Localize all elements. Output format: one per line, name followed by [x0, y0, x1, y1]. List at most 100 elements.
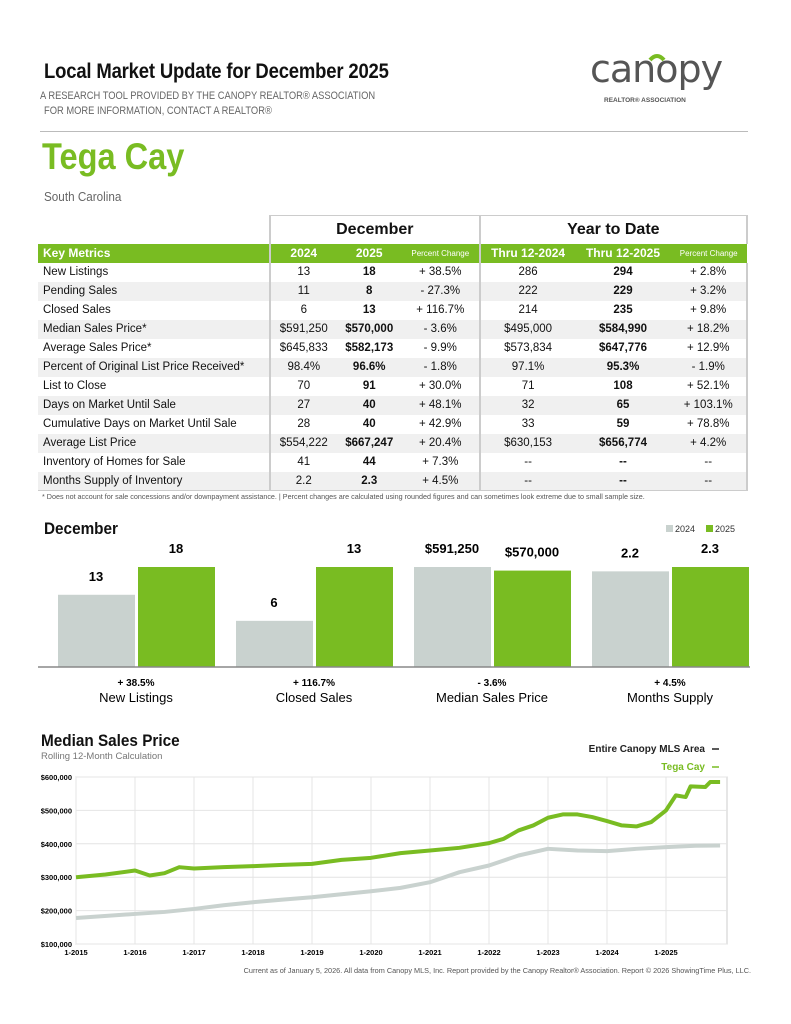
metric-label: Months Supply of Inventory	[38, 471, 270, 491]
line-chart-title: Median Sales Price	[41, 731, 180, 750]
bar-value-label: 13	[89, 569, 103, 584]
metric-value: + 38.5%	[401, 262, 481, 282]
x-tick-label: 1-2022	[477, 948, 500, 957]
december-bar-chart: 2024 2025 13 18 + 38.5%New Listings 6 13 + 116.…	[38, 524, 750, 705]
y-tick-label: $200,000	[41, 907, 72, 916]
metric-value: 2.3	[336, 471, 402, 491]
table-footnote: * Does not account for sale concessions …	[42, 492, 645, 501]
x-tick-label: 1-2025	[654, 948, 677, 957]
column-header: Thru 12-2024	[478, 243, 576, 263]
y-tick-label: $300,000	[41, 873, 72, 882]
bar-category-label: Months Supply	[627, 690, 713, 705]
metric-value: 222	[478, 281, 576, 301]
column-header: 2024	[269, 243, 337, 263]
table-row: Percent of Original List Price Received*…	[38, 357, 748, 377]
y-tick-label: $400,000	[41, 840, 72, 849]
metric-value: + 12.9%	[670, 338, 748, 358]
metric-value: 286	[478, 262, 576, 282]
bar-2025	[316, 567, 393, 667]
metric-value: --	[478, 471, 576, 491]
metric-value: $656,774	[575, 433, 671, 453]
bar-category-label: Median Sales Price	[436, 690, 548, 705]
metric-value: 13	[362, 304, 376, 316]
metric-value: $584,990	[575, 319, 671, 339]
metric-label: Average List Price	[38, 433, 270, 453]
table-row: New Listings 13 18 + 38.5% 286 294 + 2.8%	[38, 262, 748, 282]
bar-value-label: 6	[270, 595, 277, 610]
metric-value: + 4.5%	[401, 471, 481, 491]
metric-value: 59	[616, 418, 630, 430]
x-tick-label: 1-2024	[595, 948, 619, 957]
metric-value: + 42.9%	[401, 414, 481, 434]
bar-2025	[138, 567, 215, 667]
metric-value: --	[670, 452, 748, 472]
metric-value: --	[478, 452, 576, 472]
area-state: South Carolina	[44, 189, 122, 204]
metric-value: 65	[575, 395, 671, 415]
metric-value: 98.4%	[269, 357, 337, 377]
metric-value: + 103.1%	[670, 395, 748, 415]
column-header: Percent Change	[401, 243, 480, 263]
metric-value: $645,833	[269, 338, 337, 358]
metric-value: + 20.4%	[401, 433, 481, 453]
x-tick-label: 1-2018	[241, 948, 264, 957]
metric-value: + 30.0%	[401, 376, 481, 396]
metric-value: 108	[613, 380, 633, 392]
area-name: Tega Cay	[42, 136, 185, 177]
metric-value: - 27.3%	[401, 281, 481, 301]
table-row: Months Supply of Inventory 2.2 2.3 + 4.5% --…	[38, 471, 748, 491]
metric-value: + 116.7%	[401, 300, 481, 320]
group-ytd: Year to Date	[479, 215, 749, 244]
plot-area	[75, 776, 728, 945]
metric-value: + 3.2%	[670, 281, 748, 301]
metric-label: List to Close	[43, 380, 107, 392]
legend-swatch-2025	[706, 525, 713, 532]
report-contact: FOR MORE INFORMATION, CONTACT A REALTOR®	[44, 105, 272, 117]
column-header: 2025	[336, 243, 402, 263]
metric-value: 214	[478, 300, 576, 320]
table-header-row: Key Metrics 2024 2025 Percent Change Thru 12…	[38, 243, 747, 263]
legend-label-2024: 2024	[675, 524, 695, 534]
table-row: Median Sales Price* $591,250 $570,000- 3.6…	[38, 319, 748, 339]
x-tick-label: 1-2023	[536, 948, 559, 957]
metric-value: 40	[336, 395, 402, 415]
metric-value: + 9.8%	[670, 300, 748, 320]
table-row: Pending Sales 11 8- 27.3% 222 229 + 3.2%	[38, 281, 748, 301]
x-tick-label: 1-2017	[182, 948, 205, 957]
metric-value: --	[619, 456, 627, 468]
logo-wordmark: canopy	[590, 47, 723, 91]
metric-value: + 48.1%	[401, 395, 481, 415]
metric-value: - 1.9%	[670, 357, 748, 377]
logo-arc-icon	[648, 54, 666, 62]
metric-value: 6	[269, 300, 337, 320]
metric-value: + 2.8%	[670, 262, 748, 282]
bar-percent-change: + 4.5%	[654, 678, 686, 689]
metric-label: New Listings	[43, 266, 109, 278]
legend-swatch-2024	[666, 525, 673, 532]
bar-value-label: $570,000	[505, 545, 559, 560]
metric-label: Average Sales Price*	[43, 342, 152, 354]
x-tick-label: 1-2016	[123, 948, 146, 957]
x-tick-label: 1-2019	[300, 948, 323, 957]
bar-2024	[592, 571, 669, 667]
metric-label: Pending Sales	[38, 281, 270, 301]
bar-percent-change: + 38.5%	[118, 678, 155, 689]
metric-value: - 3.6%	[401, 319, 481, 339]
report-title: Local Market Update for December 2025	[44, 60, 389, 83]
metric-value: 294	[613, 266, 633, 278]
metric-value: --	[670, 471, 748, 491]
legend-label-2025: 2025	[715, 524, 735, 534]
metric-value: - 9.9%	[401, 338, 481, 358]
report-credit: Current as of January 5, 2026. All data …	[243, 966, 751, 975]
metric-value: $554,222	[269, 433, 337, 453]
bar-percent-change: - 3.6%	[478, 678, 507, 689]
metric-value: 13	[269, 262, 337, 282]
metric-value: 40	[362, 418, 376, 430]
table-row: Average List Price $554,222 $667,247 + 20.4…	[38, 433, 748, 453]
metric-value: 70	[269, 376, 337, 396]
metric-value: 95.3%	[575, 357, 671, 377]
metric-value: 27	[269, 395, 337, 415]
report-subtitle: A RESEARCH TOOL PROVIDED BY THE CANOPY R…	[40, 90, 376, 102]
metric-value: + 52.1%	[670, 376, 748, 396]
metric-value: 41	[269, 452, 337, 472]
